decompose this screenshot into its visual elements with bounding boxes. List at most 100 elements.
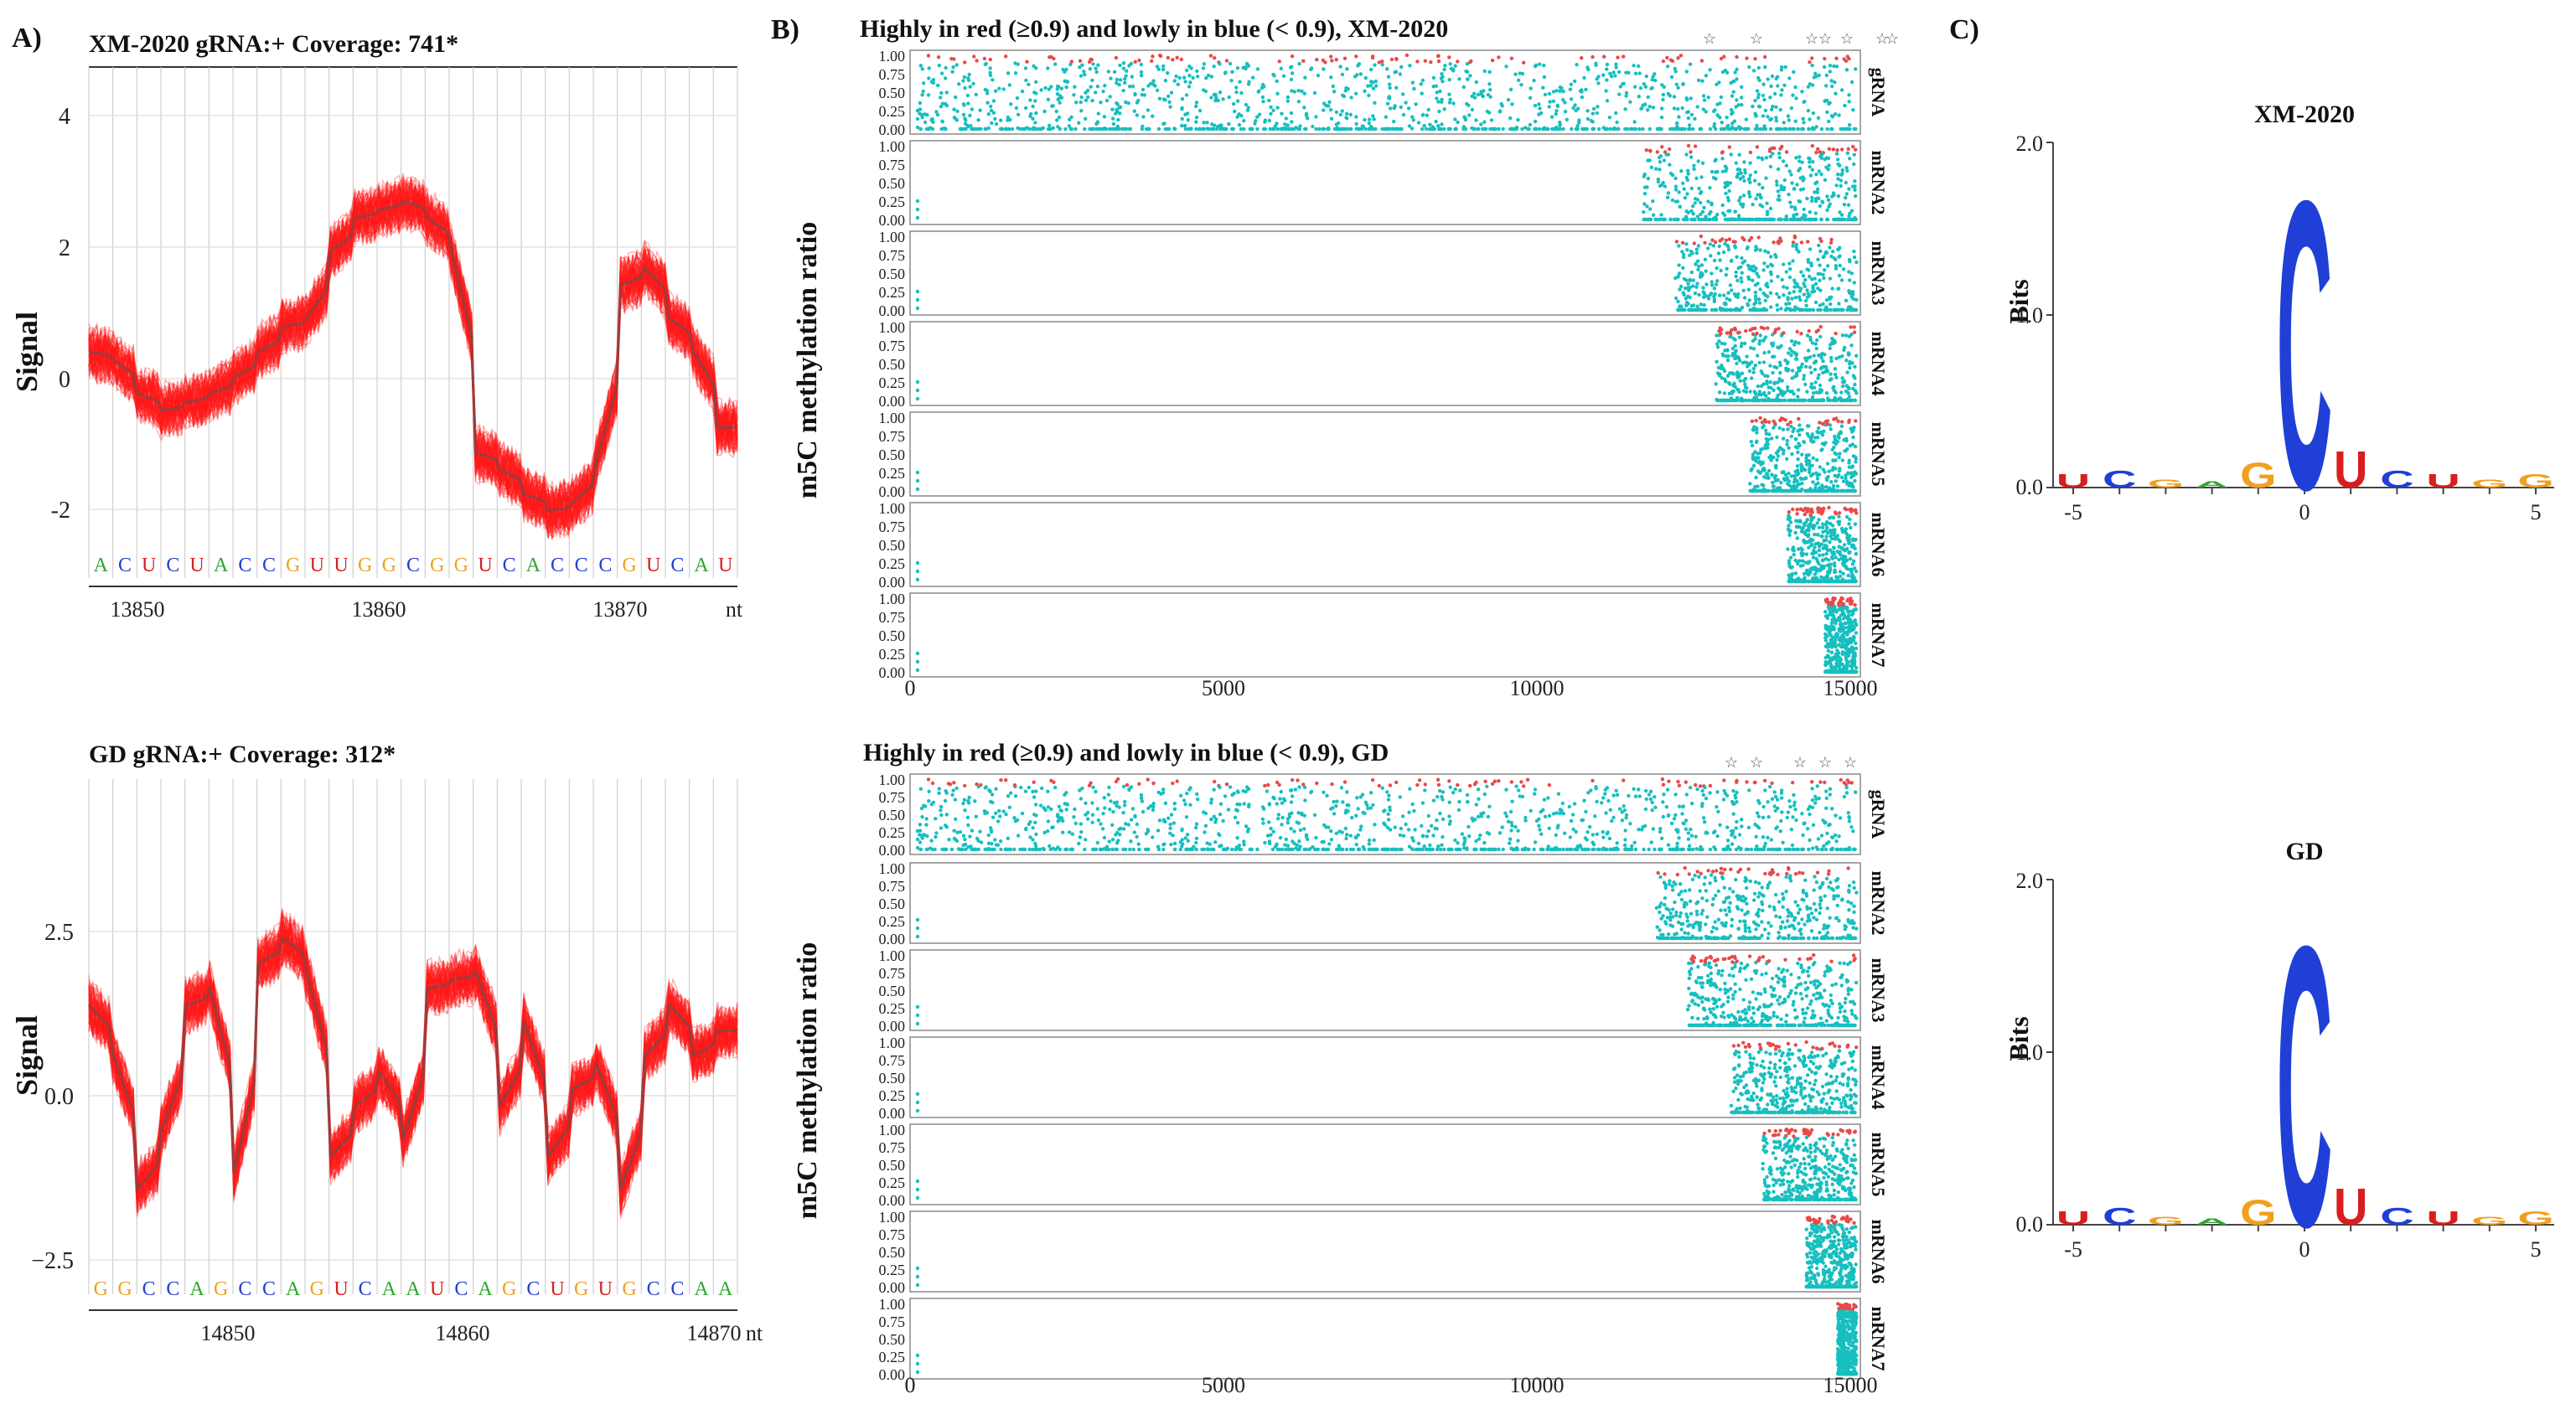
base-letter: C [647,1278,660,1300]
y-tick: 0.25 [879,555,906,572]
y-tick: 0.00 [879,1279,906,1296]
y-tick: 2.0 [2016,132,2044,156]
methylation-row: 1.00 0.750.50 0.250.00 mRNA7 [879,591,1890,681]
x-tick: 0 [2299,1237,2310,1262]
y-tick: 0.50 [879,266,906,282]
y-tick: 1.00 [879,947,906,964]
y-tick: 1.00 [879,319,906,336]
logo-center-letter: C [2277,115,2333,575]
base-letter: C [238,555,251,576]
base-letter: A [694,555,709,576]
y-tick: 1.00 [879,1296,906,1313]
star-icon: ☆ [1818,30,1832,47]
x-tick: 5 [2531,500,2542,524]
x-tick: 5000 [1202,676,1245,700]
panel-c: C) XM-2020 Bits 2.0 1.0 0.0 -5 0 5 CU C G A… [1949,14,2554,1309]
logo-center-letter: C [2277,863,2333,1309]
y-tick: 0.25 [879,1174,906,1191]
y-tick: 0.25 [879,646,906,663]
star-icon: ☆ [1750,754,1763,771]
y-tick: 0.25 [879,824,906,841]
signal-plot-top: XM-2020 gRNA:+ Coverage: 741* Signal 4 2… [10,30,743,622]
x-tick: -5 [2064,500,2082,524]
base-letter: A [478,1278,493,1300]
star-icon: ☆ [1793,754,1807,771]
y-tick: 0.25 [879,1262,906,1278]
row-label: mRNA3 [1868,958,1889,1023]
y-tick: 0.00 [879,1018,906,1035]
base-letter: A [94,555,109,576]
base-letter: C [118,555,132,576]
y-tick: 1.00 [879,410,906,426]
y-tick: 0.00 [879,574,906,591]
star-icon: ☆ [1703,30,1716,47]
logo-letter: G [2471,477,2508,490]
panel-a-label: A) [12,23,42,54]
y-tick: 0.50 [879,1157,906,1174]
y-tick: 0.75 [879,609,906,626]
base-letter: C [262,555,276,576]
y-tick: 1.00 [879,48,906,65]
y-tick: 1.0 [2016,303,2044,328]
y-tick: 0.00 [879,664,906,681]
base-letter: A [286,1278,301,1300]
row-label: mRNA4 [1868,332,1889,396]
base-letter: G [94,1278,108,1300]
row-label: mRNA7 [1868,603,1889,668]
base-letter: G [430,555,444,576]
y-axis-label: Bits [2004,1016,2034,1061]
panel-c-label: C) [1949,14,1979,45]
base-letter: C [503,555,516,576]
logo-title: GD [2286,838,2324,865]
logo-letter: A [2195,1216,2228,1227]
star-icon: ☆ [1875,30,1889,47]
y-tick: 0.00 [879,483,906,500]
logo-letter: G [2517,471,2554,493]
x-tick: 14860 [436,1321,490,1345]
logo-letter: A [2195,479,2228,490]
methylation-row: 1.000.750.500.250.00 gRNA [879,772,1890,859]
sequence-logo-top: XM-2020 Bits 2.0 1.0 0.0 -5 0 5 CU C G A G U C… [2004,101,2554,575]
star-icon: ☆ [1818,754,1832,771]
y-tick: 0.75 [879,247,906,264]
methylation-plot-title: Highly in red (≥0.9) and lowly in blue (… [863,739,1389,767]
x-tick: 14850 [201,1321,256,1345]
logo-letter: U [2056,471,2090,493]
y-axis-label: m5C methylation ratio [792,942,823,1220]
logo-letter: G [2517,1208,2554,1230]
x-tick: 15000 [1823,1373,1878,1397]
y-tick: 0.00 [879,302,906,319]
base-letter: C [406,555,420,576]
logo-letter: U [2334,440,2367,499]
logo-letter: U [2426,471,2460,493]
logo-letter: G [2471,1214,2508,1227]
y-tick: 1.00 [879,772,906,788]
row-label: gRNA [1868,68,1889,117]
base-letter: C [598,555,612,576]
y-tick: 0.75 [879,1139,906,1156]
y-tick: 0.75 [879,878,906,895]
star-icon: ☆ [1725,754,1738,771]
y-tick: −2.5 [31,1248,74,1274]
logo-letter: C [2380,467,2413,493]
y-tick: -2 [51,498,70,524]
logo-letter: C [2103,1204,2136,1230]
base-letter: A [382,1278,397,1300]
row-label: mRNA2 [1868,151,1889,215]
sequence-logo-bottom: GD Bits 2.0 1.0 0.0 -5 0 5 CU C G A G U C U G G [2004,838,2554,1309]
y-tick: 0.00 [879,1192,906,1209]
base-letter: G [310,1278,324,1300]
y-tick: 1.00 [879,860,906,877]
y-tick: 0.50 [879,627,906,644]
star-icon: ☆ [1840,30,1854,47]
base-letter: A [189,1278,204,1300]
x-tick: 0 [905,676,916,700]
y-tick: 0.00 [879,1105,906,1122]
methylation-row: 1.000.750.500.250.00 mRNA5 [879,1122,1890,1209]
